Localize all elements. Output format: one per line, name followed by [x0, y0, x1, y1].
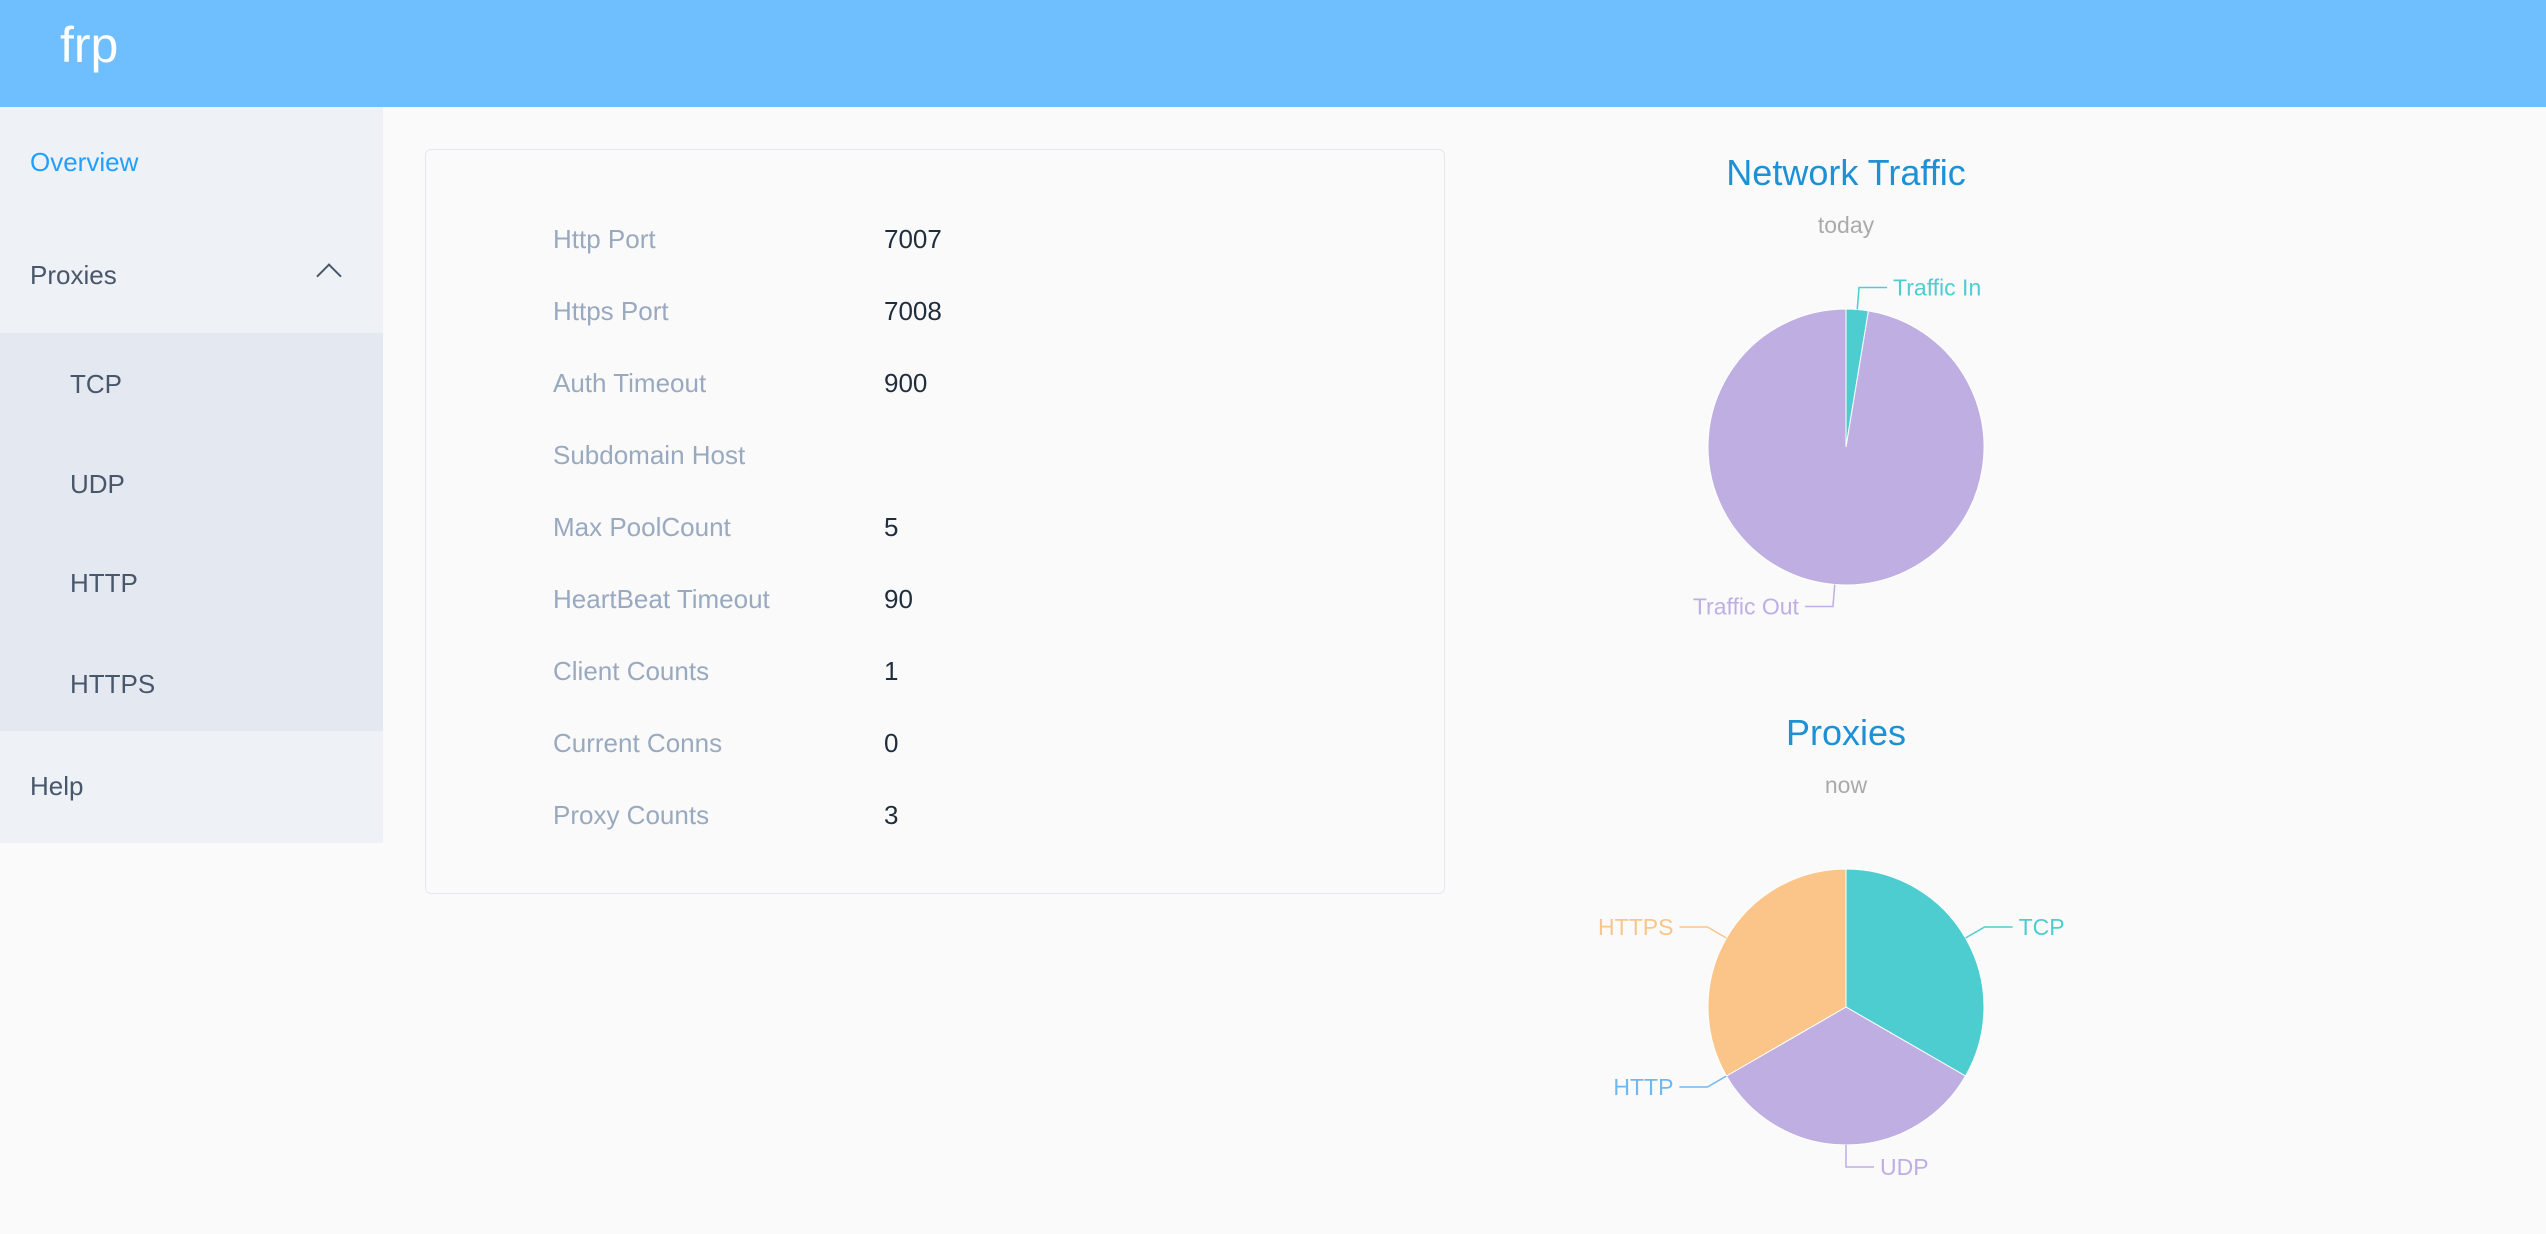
- sidebar-item-https[interactable]: HTTPS: [70, 669, 156, 699]
- traffic-pie-chart: Traffic In Traffic Out: [1693, 275, 1985, 619]
- label-leader-line: [1845, 1145, 1874, 1168]
- sidebar-item-overview[interactable]: Overview: [30, 147, 139, 177]
- label-leader-line: [1679, 926, 1727, 939]
- slice-label: HTTP: [1613, 1074, 1673, 1100]
- info-value: 5: [884, 512, 899, 542]
- server-info-card: Http Port 7007 Https Port 7008 Auth Timeout 9…: [425, 149, 1445, 894]
- info-value: 1: [884, 656, 899, 686]
- info-value: 0: [884, 728, 899, 758]
- label-leader-line: [1965, 926, 2013, 939]
- sidebar-item-tcp[interactable]: TCP: [70, 369, 122, 399]
- info-label: Max PoolCount: [553, 512, 731, 542]
- pie-slice[interactable]: [1707, 308, 1985, 586]
- proxies-chart-subtitle: now: [1824, 772, 1868, 798]
- label-leader-line: [1679, 1075, 1727, 1088]
- slice-label: TCP: [2019, 914, 2065, 940]
- label-leader-line: [1856, 286, 1888, 310]
- slice-label: HTTPS: [1598, 914, 1673, 940]
- info-label: HeartBeat Timeout: [553, 584, 770, 614]
- info-value: 900: [884, 368, 928, 398]
- proxies-submenu: TCP UDP HTTP HTTPS: [0, 333, 383, 731]
- sidebar-item-http[interactable]: HTTP: [70, 568, 138, 598]
- info-value: 7008: [884, 296, 942, 326]
- sidebar: Overview Proxies TCP UDP HTTP HTTPS Help: [0, 107, 383, 843]
- info-label: Subdomain Host: [553, 440, 746, 470]
- top-header: frp: [0, 0, 2546, 107]
- info-label: Http Port: [553, 224, 656, 254]
- sidebar-item-help[interactable]: Help: [30, 771, 84, 801]
- sidebar-item-udp[interactable]: UDP: [70, 469, 125, 499]
- info-label: Https Port: [553, 296, 669, 326]
- info-label: Auth Timeout: [553, 368, 707, 398]
- info-value: 7007: [884, 224, 942, 254]
- proxies-chart-title: Proxies: [1785, 712, 1907, 753]
- traffic-chart-title: Network Traffic: [1726, 152, 1966, 193]
- slice-label: Traffic Out: [1693, 593, 1800, 619]
- info-label: Proxy Counts: [553, 800, 710, 830]
- info-label: Client Counts: [553, 656, 710, 686]
- slice-label: Traffic In: [1893, 275, 1981, 301]
- info-value: 3: [884, 800, 899, 830]
- proxies-pie-chart: TCP UDP HTTP HTTPS: [1598, 868, 2065, 1180]
- slice-label: UDP: [1880, 1154, 1929, 1180]
- app-logo: frp: [60, 17, 119, 73]
- sidebar-item-proxies[interactable]: Proxies: [0, 260, 383, 320]
- label-leader-line: [1804, 584, 1836, 608]
- info-value: 90: [884, 584, 913, 614]
- info-label: Current Conns: [553, 728, 723, 758]
- traffic-chart-subtitle: today: [1817, 212, 1875, 238]
- sidebar-item-label: Proxies: [30, 260, 117, 290]
